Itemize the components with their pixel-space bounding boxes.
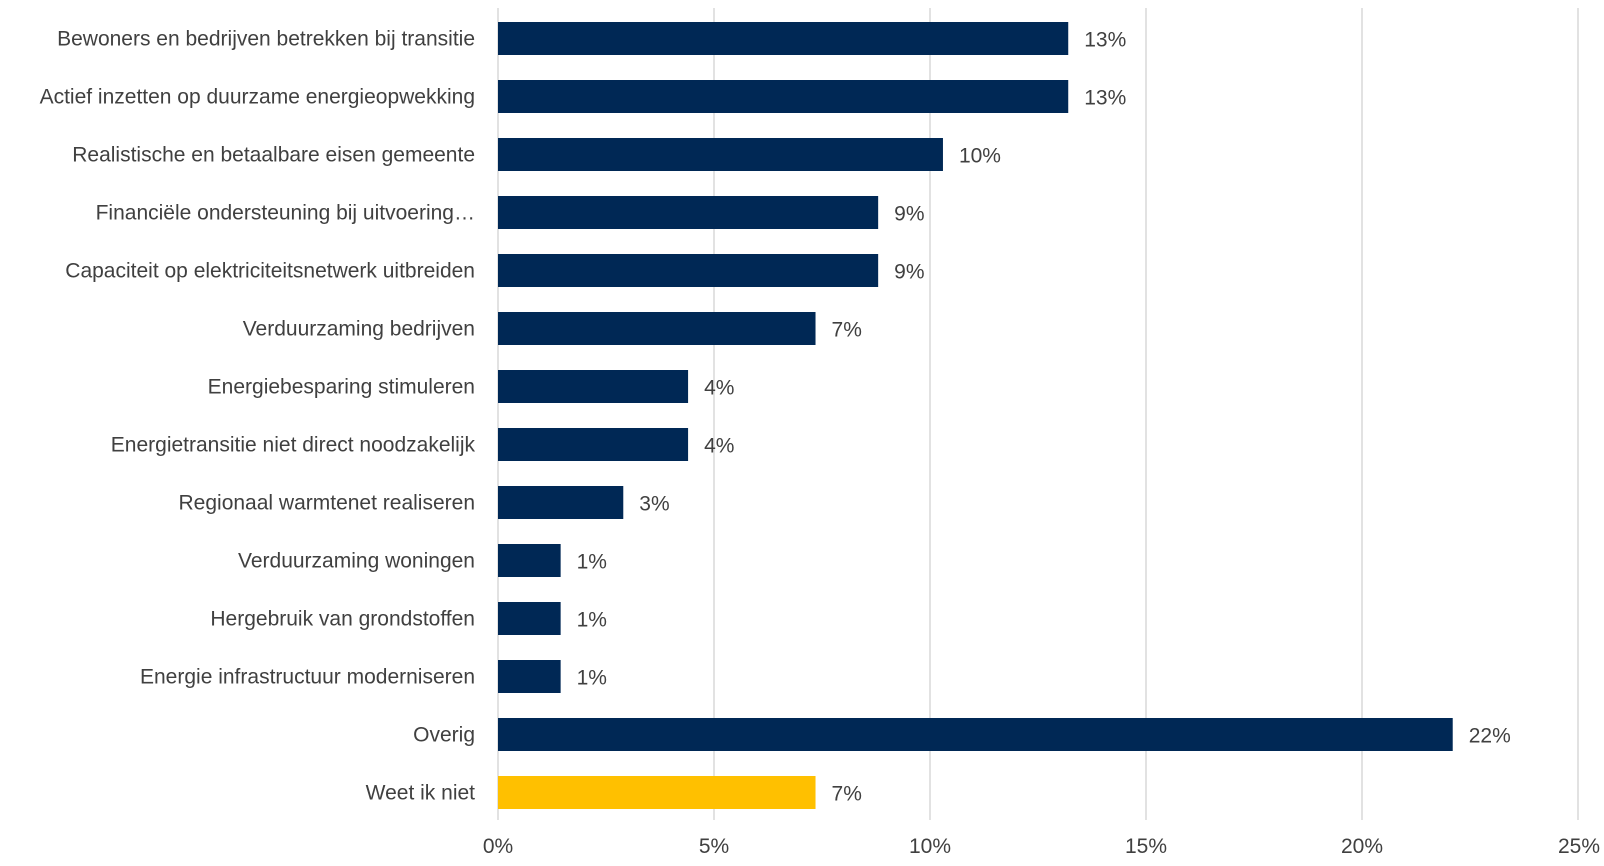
x-axis-tick-labels: 0% 5% 10% 15% 20% 25% <box>483 835 1600 858</box>
bar <box>498 80 1069 113</box>
category-labels: Bewoners en bedrijven betrekken bij tran… <box>40 28 476 805</box>
bar <box>498 428 689 461</box>
category-label: Energie infrastructuur moderniseren <box>140 666 475 689</box>
x-tick-label: 15% <box>1125 835 1167 858</box>
bar <box>498 312 816 345</box>
bar <box>498 370 689 403</box>
category-label: Verduurzaming woningen <box>238 550 475 573</box>
x-tick-label: 20% <box>1341 835 1383 858</box>
bar <box>498 718 1453 751</box>
data-label: 13% <box>1084 87 1126 110</box>
bar <box>498 22 1069 55</box>
x-tick-label: 5% <box>699 835 729 858</box>
x-tick-label: 10% <box>909 835 951 858</box>
category-label: Verduurzaming bedrijven <box>243 318 475 341</box>
bar <box>498 602 561 635</box>
data-label: 4% <box>704 435 734 458</box>
gridlines <box>497 8 1579 820</box>
category-label: Actief inzetten op duurzame energieopwek… <box>40 86 475 109</box>
data-label: 1% <box>577 551 607 574</box>
data-label: 7% <box>832 319 862 342</box>
bar <box>498 486 624 519</box>
data-label: 9% <box>894 203 924 226</box>
category-label: Realistische en betaalbare eisen gemeent… <box>72 144 475 167</box>
bar <box>498 254 879 287</box>
bar <box>498 138 943 171</box>
data-label: 1% <box>577 667 607 690</box>
bar <box>498 660 561 693</box>
bar <box>498 196 879 229</box>
bar <box>498 544 561 577</box>
category-label: Financiële ondersteuning bij uitvoering… <box>96 202 475 225</box>
bars <box>498 22 1453 809</box>
x-tick-label: 25% <box>1558 835 1600 858</box>
value-labels: 13% 13% 10% 9% 9% 7% 4% 4% 3% 1% 1% 1% 22% 7% <box>577 29 1511 806</box>
category-label: Bewoners en bedrijven betrekken bij tran… <box>57 28 475 51</box>
category-label: Regionaal warmtenet realiseren <box>179 492 476 515</box>
data-label: 22% <box>1469 725 1511 748</box>
category-label: Hergebruik van grondstoffen <box>210 608 475 631</box>
category-label: Capaciteit op elektriciteitsnetwerk uitb… <box>65 260 475 283</box>
data-label: 13% <box>1084 29 1126 52</box>
data-label: 1% <box>577 609 607 632</box>
category-label: Energiebesparing stimuleren <box>208 376 475 399</box>
data-label: 10% <box>959 145 1001 168</box>
data-label: 3% <box>639 493 669 516</box>
data-label: 4% <box>704 377 734 400</box>
category-label: Overig <box>413 724 475 747</box>
bar <box>498 776 816 809</box>
data-label: 7% <box>832 783 862 806</box>
category-label: Energietransitie niet direct noodzakelij… <box>111 434 476 457</box>
category-label: Weet ik niet <box>366 782 475 805</box>
x-tick-label: 0% <box>483 835 513 858</box>
data-label: 9% <box>894 261 924 284</box>
